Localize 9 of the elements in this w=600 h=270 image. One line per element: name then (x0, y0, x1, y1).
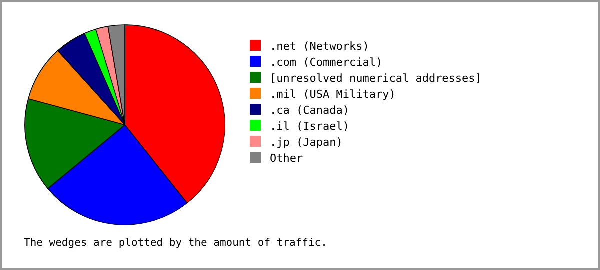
legend-label: .com (Commercial) (270, 56, 383, 69)
legend-label: .ca (Canada) (270, 104, 350, 117)
legend-label: [unresolved numerical addresses] (270, 72, 482, 85)
legend-label: .net (Networks) (270, 40, 370, 53)
legend-label: Other (270, 152, 304, 165)
legend-label: .il (Israel) (270, 120, 350, 133)
legend-label: .jp (Japan) (270, 136, 343, 149)
text: The wedges are plotted by the amount of traffic. (24, 237, 328, 249)
legend-label: .mil (USA Military) (270, 88, 396, 101)
